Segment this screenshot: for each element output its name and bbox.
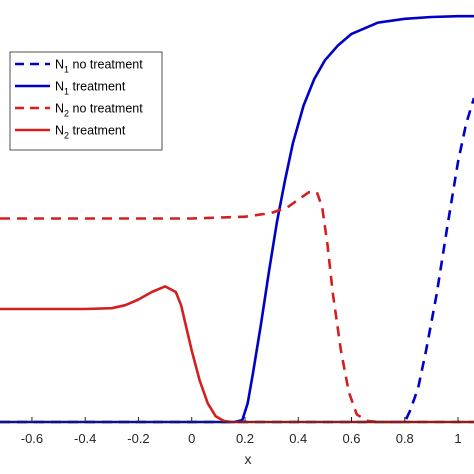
legend-label-4: N2 treatment	[55, 124, 126, 141]
series-line-3	[0, 190, 474, 424]
legend-label-3: N2 no treatment	[55, 102, 143, 119]
x-tick-label: -0.4	[74, 431, 96, 446]
x-axis: -0.6 -0.4 -0.2 0 0.2 0.4 0.6 0.8 1	[0, 417, 474, 446]
series-line-2	[0, 14, 474, 424]
x-tick-label: 0.4	[289, 431, 307, 446]
x-tick-label: 1	[454, 431, 461, 446]
x-tick-label: 0	[188, 431, 195, 446]
legend-label-2: N1 treatment	[55, 80, 126, 97]
x-tick-label: 0.8	[396, 431, 414, 446]
x-axis-label: x	[245, 451, 252, 467]
x-tick-label: 0.2	[236, 431, 254, 446]
x-tick-label: 0.6	[342, 431, 360, 446]
x-tick-group: -0.6 -0.4 -0.2 0 0.2 0.4 0.6 0.8 1	[21, 417, 462, 446]
series-line-4	[0, 285, 474, 424]
legend: N1 no treatment N1 treatment N2 no treatme…	[9, 51, 163, 151]
legend-label-1: N1 no treatment	[55, 58, 143, 75]
legend-box	[9, 51, 163, 151]
x-tick-label: -0.6	[21, 431, 43, 446]
x-tick-label: -0.2	[127, 431, 149, 446]
